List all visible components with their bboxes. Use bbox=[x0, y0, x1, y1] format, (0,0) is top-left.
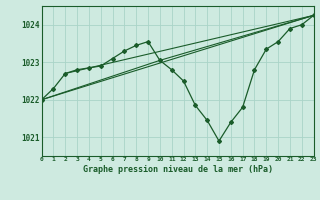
X-axis label: Graphe pression niveau de la mer (hPa): Graphe pression niveau de la mer (hPa) bbox=[83, 165, 273, 174]
